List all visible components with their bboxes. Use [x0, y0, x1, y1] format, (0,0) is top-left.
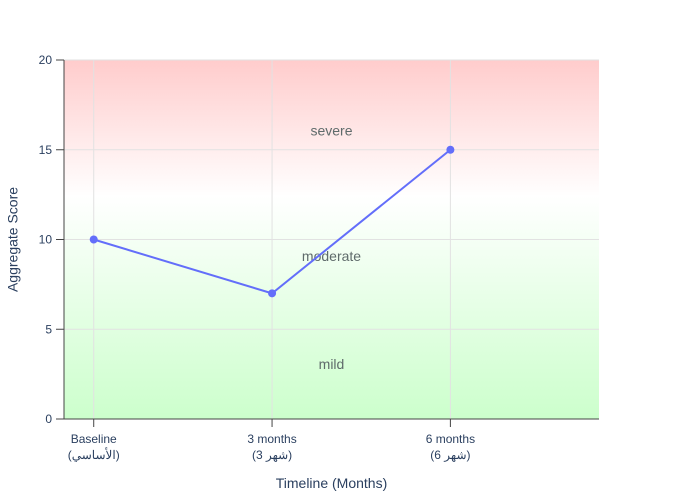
y-tick-label: 0 — [45, 412, 52, 426]
grid-lines — [64, 59, 599, 419]
data-point[interactable] — [268, 289, 277, 298]
series-layer — [89, 145, 455, 298]
x-tick-label: (شهر 6) — [430, 448, 470, 462]
data-point[interactable] — [89, 235, 98, 244]
x-tick-label: 3 months — [247, 432, 296, 446]
zone-label-mild: mild — [319, 356, 345, 372]
y-axis-title: Aggregate Score — [5, 187, 21, 292]
x-tick-label: 6 months — [426, 432, 475, 446]
axes: 0 5 10 15 20 Baseline(الأساسي) 3 months (شهر 3)… — [39, 53, 599, 462]
y-tick-label: 10 — [39, 233, 53, 247]
x-tick-label: Baseline — [71, 432, 117, 446]
x-tick-label: (الأساسي) — [68, 447, 120, 462]
zone-labels: severe moderate mild — [302, 123, 361, 372]
y-tick-label: 15 — [39, 143, 53, 157]
x-axis-title: Timeline (Months) — [276, 475, 388, 491]
x-tick-label: (شهر 3) — [252, 448, 292, 462]
y-tick-label: 20 — [39, 53, 53, 67]
y-tick-label: 5 — [45, 322, 52, 336]
data-point[interactable] — [446, 145, 455, 154]
zone-label-moderate: moderate — [302, 248, 361, 264]
zone-label-severe: severe — [310, 123, 352, 139]
